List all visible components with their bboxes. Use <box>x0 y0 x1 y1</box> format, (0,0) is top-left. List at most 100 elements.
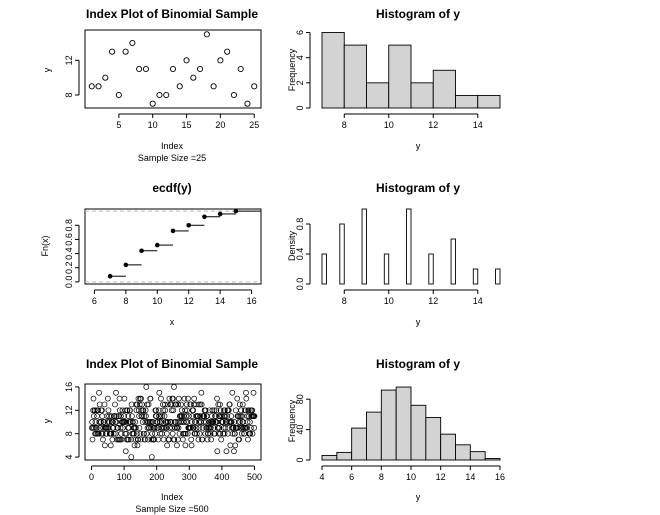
sample-size-label: Sample Size =500 <box>135 504 208 514</box>
histogram-bar <box>425 416 442 461</box>
data-point <box>166 395 173 402</box>
data-point <box>184 430 191 437</box>
data-point <box>199 424 206 431</box>
data-point <box>159 413 166 420</box>
data-point <box>99 413 106 420</box>
data-point <box>90 395 97 402</box>
data-point <box>137 436 144 443</box>
histogram-bar <box>321 454 338 461</box>
data-point <box>96 389 102 396</box>
data-point <box>196 430 203 437</box>
data-point <box>207 430 214 437</box>
data-point <box>175 424 182 431</box>
data-point <box>148 454 155 460</box>
data-point <box>183 57 190 64</box>
histogram-bar <box>339 223 345 285</box>
data-point <box>170 407 177 414</box>
y-tick-label: 8 <box>64 92 74 97</box>
data-point <box>193 430 200 437</box>
data-point <box>89 436 96 443</box>
data-point <box>164 442 170 449</box>
data-point <box>95 430 102 437</box>
histogram-bar <box>321 253 327 285</box>
data-point <box>128 454 135 460</box>
data-point <box>248 424 254 431</box>
data-point <box>251 413 258 420</box>
x-tick-label: 25 <box>249 120 259 130</box>
data-point <box>142 419 149 425</box>
data-point <box>198 401 205 408</box>
data-point <box>174 442 180 449</box>
x-axis-label: Index <box>161 141 184 151</box>
data-point <box>132 419 139 425</box>
data-point <box>190 407 197 414</box>
data-point <box>113 413 120 420</box>
data-point <box>139 413 146 420</box>
data-point <box>143 413 149 420</box>
data-point <box>232 430 238 437</box>
data-point <box>113 419 120 425</box>
data-point <box>111 413 118 420</box>
data-point <box>251 424 258 431</box>
data-point <box>142 65 149 73</box>
x-tick-label: 16 <box>247 296 257 306</box>
x-axis-label: x <box>170 317 175 327</box>
x-tick-label: 200 <box>149 472 164 482</box>
y-axis-label: y <box>42 418 52 423</box>
data-point <box>169 65 177 73</box>
data-point <box>211 407 218 414</box>
data-point <box>95 83 102 90</box>
data-point <box>110 424 117 431</box>
data-point <box>96 401 103 408</box>
data-point <box>108 413 114 420</box>
y-tick-label: 0 <box>295 457 305 462</box>
y-tick-label: 0.8 <box>64 219 74 232</box>
data-point <box>234 395 241 402</box>
data-point <box>106 419 113 425</box>
data-point <box>228 413 235 420</box>
data-point <box>121 395 128 402</box>
plot-frame <box>84 29 262 109</box>
histogram-bar <box>455 444 471 461</box>
ecdf-point <box>233 208 239 214</box>
histogram-bar <box>477 94 501 109</box>
data-point <box>121 413 127 420</box>
histogram-bar <box>450 238 456 285</box>
data-point <box>244 419 251 425</box>
data-point <box>214 448 221 455</box>
data-point <box>91 407 98 414</box>
data-point <box>122 407 129 414</box>
data-point <box>228 419 235 425</box>
x-tick-label: 5 <box>116 120 121 130</box>
histogram-bar <box>321 32 345 109</box>
histogram-frequency-500: Histogram of y y Frequency 4 6 8 10 12 14 16 0 4… <box>287 357 505 502</box>
data-point <box>122 448 129 455</box>
y-tick-label: 12 <box>64 55 74 65</box>
data-point <box>218 436 225 443</box>
ecdf-point <box>202 214 207 220</box>
data-point <box>232 442 239 449</box>
histogram-bar <box>472 268 479 285</box>
y-axis-label: Frequency <box>287 399 297 442</box>
data-point <box>190 74 197 81</box>
data-point <box>135 407 142 414</box>
chart-title: Index Plot of Binomial Sample <box>86 357 258 371</box>
data-point <box>191 395 198 402</box>
data-point <box>250 389 257 396</box>
data-point <box>127 419 134 425</box>
data-point <box>122 48 129 55</box>
data-point <box>141 413 148 420</box>
histogram-bar <box>428 253 434 285</box>
data-point <box>99 430 106 437</box>
data-point <box>104 419 111 425</box>
data-point <box>100 436 106 443</box>
data-point <box>149 100 156 107</box>
data-point <box>215 430 222 437</box>
data-point <box>142 407 149 414</box>
x-tick-label: 20 <box>215 120 225 130</box>
data-point <box>209 407 216 414</box>
data-point <box>147 424 154 431</box>
ecdf-point <box>139 248 144 254</box>
histogram-bar <box>469 451 486 461</box>
data-point <box>153 407 159 414</box>
